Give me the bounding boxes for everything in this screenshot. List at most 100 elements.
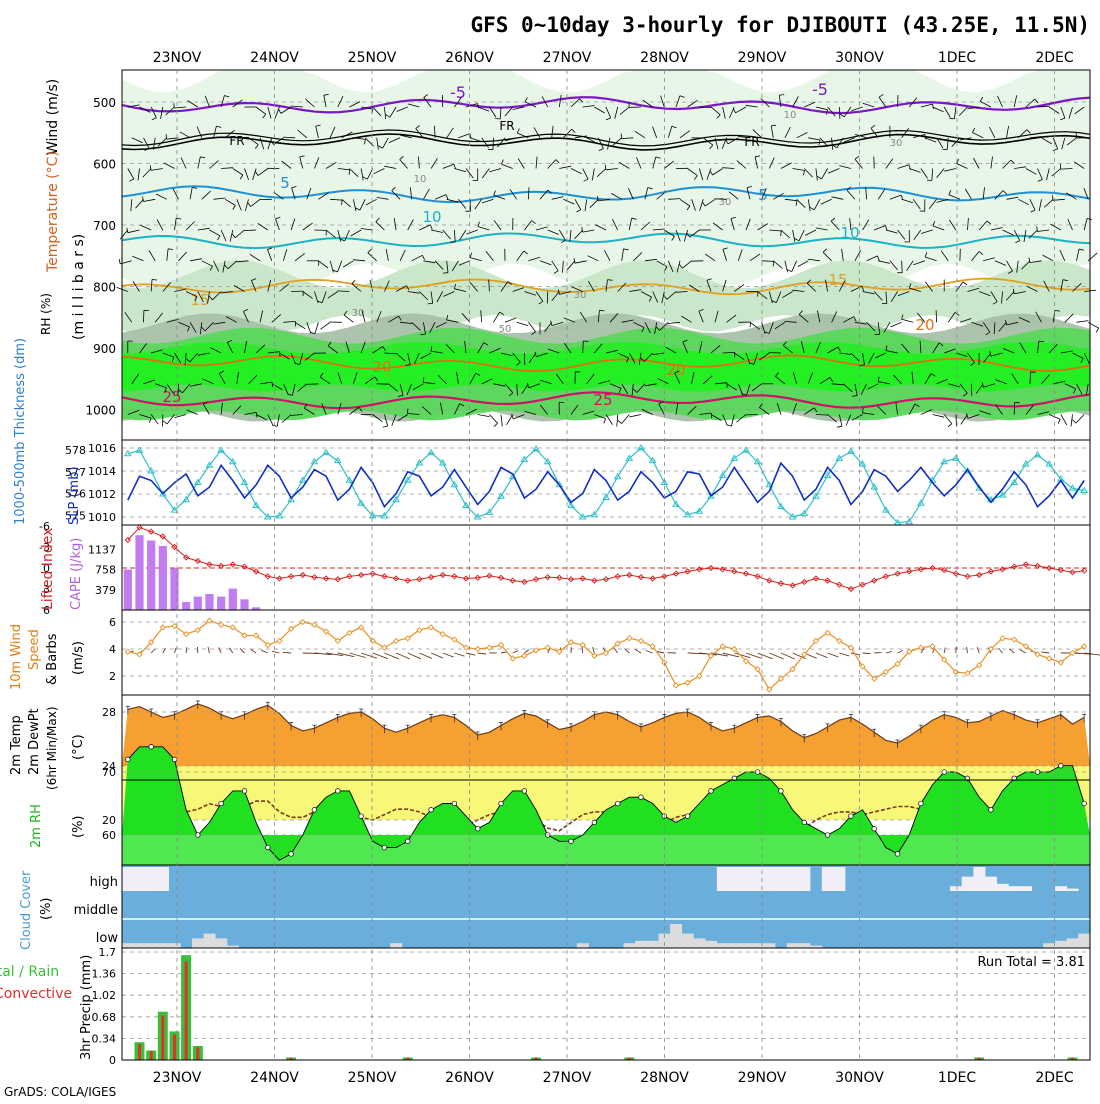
cloud-high-bar xyxy=(775,867,787,891)
rh-point xyxy=(919,801,924,806)
date-label-bottom: 24NOV xyxy=(250,1070,299,1086)
date-label-bottom: 27NOV xyxy=(543,1070,592,1086)
slp-ylabel-slp: SLP (mb) xyxy=(67,466,82,525)
precip-conv-bar xyxy=(138,1044,141,1060)
date-label-top: 1DEC xyxy=(938,50,977,66)
rh-point xyxy=(779,789,784,794)
wind-barb xyxy=(237,137,249,138)
wind-barb-flag xyxy=(598,196,599,201)
upper-ytick: 900 xyxy=(93,342,116,356)
cloud-low-bar xyxy=(694,938,706,948)
wind-barb-flag xyxy=(342,200,343,205)
date-label-top: 24NOV xyxy=(250,50,299,66)
cape-bar xyxy=(217,597,225,610)
upper-ylabel-temp: Temperature (°C) xyxy=(45,151,61,273)
upper-ylabel-mb: (m i l l i b a r s) xyxy=(71,234,87,340)
wind-barb-flag xyxy=(779,95,784,96)
date-label-bottom: 29NOV xyxy=(738,1070,787,1086)
chart-title: GFS 0~10day 3-hourly for DJIBOUTI (43.25… xyxy=(470,13,1090,37)
rh-point xyxy=(685,814,690,819)
contour-label: -5 xyxy=(812,80,828,99)
cloud-low-bar xyxy=(682,934,694,948)
date-label-bottom: 23NOV xyxy=(153,1070,202,1086)
wind-barb-flag xyxy=(495,119,500,120)
precip-ylabel-1: Total / Rain xyxy=(0,964,59,980)
contour-label: 15 xyxy=(828,271,847,289)
rh-point xyxy=(1059,763,1064,768)
date-label-bottom: 28NOV xyxy=(640,1070,689,1086)
rh-point xyxy=(289,852,294,857)
slp-ytick: 1014 xyxy=(88,465,116,478)
precip-conv-bar xyxy=(161,1016,164,1061)
upper-ytick: 600 xyxy=(93,158,116,172)
rh-ytick: 70 xyxy=(102,766,116,779)
precip-run-total: Run Total = 3.81 xyxy=(977,955,1085,970)
contour-label: FR xyxy=(499,119,514,133)
precip-ytick: 1.02 xyxy=(92,989,117,1002)
date-label-top: 29NOV xyxy=(738,50,787,66)
date-label-bottom: 25NOV xyxy=(348,1070,397,1086)
cloud-low-bar xyxy=(763,943,775,948)
rh-point xyxy=(1082,801,1087,806)
wind-barb xyxy=(936,310,937,322)
upper-ytick: 500 xyxy=(93,96,116,110)
cloud-low-bar xyxy=(145,943,157,948)
cape-bar xyxy=(194,597,202,610)
upper-ytick: 1000 xyxy=(85,404,116,418)
precip-ytick: 0 xyxy=(109,1054,116,1067)
wind-barb-flag xyxy=(166,134,167,139)
rh-point xyxy=(639,795,644,800)
cloud-high-bar xyxy=(1020,886,1032,891)
rh-point xyxy=(242,789,247,794)
cloud-low-bar xyxy=(798,943,810,948)
precip-ylabel-3: 3hr Precip (mm) xyxy=(79,955,94,1060)
cloud-low-bar xyxy=(157,943,169,948)
date-label-top: 23NOV xyxy=(153,50,202,66)
precip-conv-bar xyxy=(185,962,188,1061)
cape-bar xyxy=(124,570,132,611)
cape-bar xyxy=(182,602,190,610)
precip-ytick: 0.68 xyxy=(92,1011,117,1024)
cloud-level-label: middle xyxy=(74,903,118,918)
cloud-low-bar xyxy=(577,943,589,948)
cloud-low-bar xyxy=(204,934,216,948)
cloud-high-bar xyxy=(1008,886,1020,891)
cloud-low-bar xyxy=(390,943,402,948)
cloud-high-bar xyxy=(763,867,775,891)
upper-ytick: 800 xyxy=(93,281,116,295)
cloud-bg xyxy=(122,865,1090,948)
contour-label: 5 xyxy=(280,174,290,192)
rh-point xyxy=(452,801,457,806)
cape-ytick: 1137 xyxy=(88,543,116,556)
cloud-level-label: low xyxy=(96,931,119,946)
rh-point xyxy=(405,839,410,844)
contour-label: 20 xyxy=(915,316,934,334)
rh-point xyxy=(475,826,480,831)
cloud-low-bar xyxy=(192,938,204,948)
rh-point xyxy=(615,801,620,806)
cloud-high-bar xyxy=(1055,886,1067,891)
temp2m-ylabel-3: (6hr Min/Max) xyxy=(45,707,59,791)
cloud-low-bar xyxy=(1055,941,1067,948)
slp-ylabel-thickness: 1000-500mb Thickness (dm) xyxy=(13,338,28,525)
date-label-top: 30NOV xyxy=(835,50,884,66)
upper-ylabel-wind: Wind (m/s) xyxy=(45,79,61,155)
precip-ytick: 1.36 xyxy=(92,968,117,981)
date-label-top: 27NOV xyxy=(543,50,592,66)
cloud-low-bar xyxy=(740,943,752,948)
temp-ytick: 28 xyxy=(102,706,116,719)
cloud-cover-panel: high middle low xyxy=(74,865,1091,948)
wind10-ylabel-2: Speed xyxy=(27,629,42,670)
cloud-low-bar xyxy=(134,943,146,948)
cloud-level-label: high xyxy=(90,875,118,890)
cloud-ylabel: Cloud Cover xyxy=(19,870,34,950)
rh-point xyxy=(219,801,224,806)
rh-point xyxy=(499,801,504,806)
rh-point xyxy=(429,808,434,813)
temp2m-ylabel-2: 2m DewPt xyxy=(27,708,42,775)
rh-point xyxy=(336,789,341,794)
slp-ytick: 1010 xyxy=(88,511,116,524)
date-label-bottom: 1DEC xyxy=(938,1070,977,1086)
wind-barb-flag xyxy=(711,413,712,418)
